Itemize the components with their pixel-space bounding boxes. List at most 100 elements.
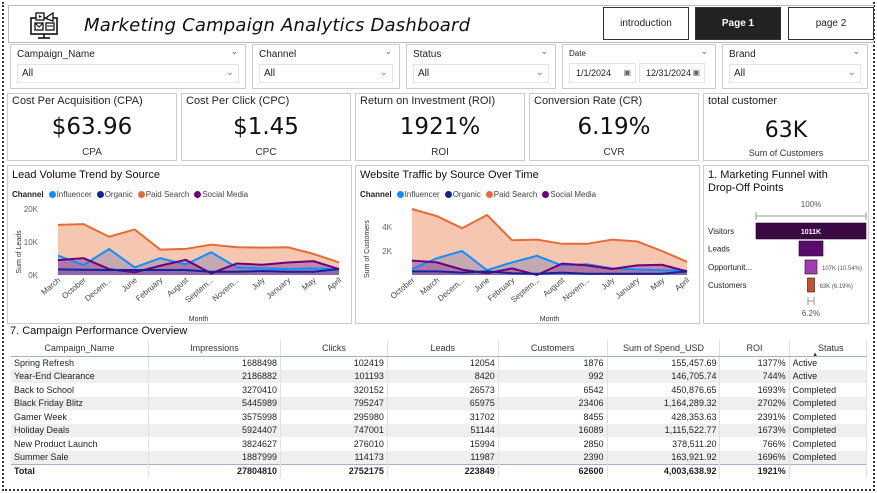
legend-item-social-media[interactable]: Social Media	[194, 190, 248, 199]
x-tick-label: May	[300, 276, 317, 293]
legend-item-paid-search[interactable]: Paid Search	[485, 190, 537, 199]
column-header[interactable]: Clicks	[280, 340, 388, 357]
line-social-media	[57, 257, 340, 275]
column-header[interactable]: Campaign_Name	[11, 340, 149, 357]
table-title: 7. Campaign Performance Overview	[10, 325, 188, 337]
table-cell: 1688498	[148, 356, 282, 370]
end-date-value: 12/31/2024	[646, 68, 692, 78]
page-title: Marketing Campaign Analytics Dashboard	[84, 15, 471, 36]
column-header[interactable]: ROI	[719, 340, 790, 357]
table-cell	[789, 463, 868, 478]
nav-introduction-button[interactable]: introduction	[603, 7, 689, 40]
kpi-subtitle: CPA	[82, 147, 102, 158]
table-cell: Active	[789, 356, 868, 370]
table-cell: Black Friday Blitz	[11, 396, 149, 410]
chevron-down-icon[interactable]: ⌄	[852, 47, 860, 57]
start-date-input[interactable]: 1/1/2024 ▣	[569, 63, 636, 83]
table-row[interactable]: Spring Refresh 1688498 102419 12054 1876 155,…	[11, 356, 868, 370]
x-tick-label: July	[600, 276, 617, 292]
column-header[interactable]: Leads	[387, 340, 499, 357]
table-cell: 62600	[498, 463, 608, 478]
chart-title: 1. Marketing Funnel with Drop-Off Points	[708, 169, 828, 194]
line-social-media	[411, 259, 688, 277]
table-cell: 1673%	[719, 423, 790, 437]
legend-item-influencer[interactable]: Influencer	[48, 190, 92, 199]
table-cell: 1377%	[719, 356, 790, 370]
chevron-down-icon[interactable]: ⌄	[384, 47, 392, 57]
table-cell: 16089	[498, 423, 608, 437]
table-row[interactable]: Gamer Week 3575998 295980 31702 8455 428,353.…	[11, 410, 868, 424]
sort-ascending-icon[interactable]: ▲	[812, 351, 819, 358]
kpi-card-cpc: Cost Per Click (CPC) $1.45 CPC	[181, 93, 351, 161]
brand-dropdown[interactable]: All ⌄	[729, 64, 861, 83]
table-cell: 163,921.92	[607, 450, 721, 464]
funnel-stage-label: Visitors	[708, 227, 734, 236]
table-cell: 3270410	[148, 383, 282, 397]
kpi-card-conversion-rate: Conversion Rate (CR) 6.19% CVR	[529, 93, 699, 161]
x-tick-label: October	[389, 275, 417, 300]
table-cell: 2186882	[148, 369, 282, 383]
legend-dot-icon	[96, 191, 104, 198]
table-row[interactable]: Back to School 3270410 320152 26573 6542 450,…	[11, 383, 868, 397]
chevron-down-icon[interactable]: ⌄	[230, 47, 238, 57]
table-total-row[interactable]: Total 27804810 2752175 223849 62600 4,003,638…	[11, 463, 868, 478]
legend-item-influencer[interactable]: Influencer	[396, 190, 440, 199]
calendar-icon[interactable]: ▣	[623, 68, 631, 77]
line-organic	[57, 268, 340, 273]
chevron-down-icon[interactable]: ⌄	[700, 47, 708, 57]
table-row[interactable]: Summer Sale 1887999 114173 11987 2390 163,921…	[11, 450, 868, 464]
column-header[interactable]: Sum of Spend_USD	[607, 340, 721, 357]
table-cell: 1696%	[719, 450, 790, 464]
legend-item-organic[interactable]: Organic	[444, 190, 481, 199]
line-paid-search	[411, 208, 688, 263]
table-row[interactable]: Black Friday Blitz 5445989 795247 65975 2340…	[11, 396, 868, 410]
table-row[interactable]: Holiday Deals 5924407 747001 51144 16089 1,11…	[11, 423, 868, 437]
legend-item-social-media[interactable]: Social Media	[542, 190, 596, 199]
legend-item-organic[interactable]: Organic	[96, 190, 133, 199]
brand-dropdown-value: All	[734, 68, 746, 79]
table-cell: Completed	[789, 437, 868, 451]
kpi-card-total-customer: total customer 63K Sum of Customers	[703, 93, 869, 161]
column-header[interactable]: Impressions	[148, 340, 282, 357]
brand-slicer-label: Brand	[729, 49, 756, 60]
table-cell: Holiday Deals	[11, 423, 149, 437]
date-slicer: Date ⌄ 1/1/2024 ▣ 12/31/2024 ▣	[562, 44, 716, 89]
table-cell: 2391%	[719, 410, 790, 424]
table-cell: 12054	[387, 356, 499, 370]
table-cell: 1921%	[719, 463, 790, 478]
table-cell: 795247	[280, 396, 388, 410]
table-cell: 5924407	[148, 423, 282, 437]
status-dropdown[interactable]: All ⌄	[413, 64, 549, 83]
legend-item-paid-search[interactable]: Paid Search	[137, 190, 189, 199]
end-date-input[interactable]: 12/31/2024 ▣	[639, 63, 705, 83]
y-tick-label: 20K	[24, 205, 39, 214]
x-tick-label: Septem...	[184, 276, 216, 305]
kpi-value: $63.96	[51, 114, 133, 140]
kpi-value: 63K	[764, 118, 808, 143]
campaign-dropdown[interactable]: All ⌄	[17, 64, 239, 83]
funnel-value-label: 107K (10.54%)	[822, 266, 862, 272]
column-header[interactable]: ▲Status	[789, 340, 868, 358]
chevron-down-icon: ⌄	[847, 67, 856, 78]
kpi-title: Cost Per Acquisition (CPA)	[12, 95, 143, 107]
table-cell: Gamer Week	[11, 410, 149, 424]
calendar-icon[interactable]: ▣	[692, 68, 700, 77]
chevron-down-icon[interactable]: ⌄	[540, 47, 548, 57]
nav-page1-button[interactable]: Page 1	[695, 7, 781, 40]
column-header[interactable]: Customers	[498, 340, 608, 357]
x-tick-label: July	[250, 276, 267, 292]
funnel-chart[interactable]: 100% Visitors 1011K Leads Opportunit... 107K …	[704, 166, 870, 325]
chevron-down-icon: ⌄	[225, 67, 234, 78]
channel-dropdown[interactable]: All ⌄	[259, 64, 393, 83]
lead-volume-chart-panel: Lead Volume Trend by Source Channel Infl…	[7, 165, 352, 324]
table-row[interactable]: New Product Launch 3824627 276010 15994 2850…	[11, 437, 868, 451]
table-cell: 992	[498, 369, 608, 383]
table-row[interactable]: Year-End Clearance 2186882 101193 8420 992 14…	[11, 369, 868, 383]
nav-page2-button[interactable]: page 2	[788, 7, 874, 40]
area-social-media	[412, 260, 687, 275]
x-axis-label: Month	[189, 316, 209, 323]
chart-title: Lead Volume Trend by Source	[12, 169, 160, 181]
table-cell: 4,003,638.92	[607, 463, 721, 478]
